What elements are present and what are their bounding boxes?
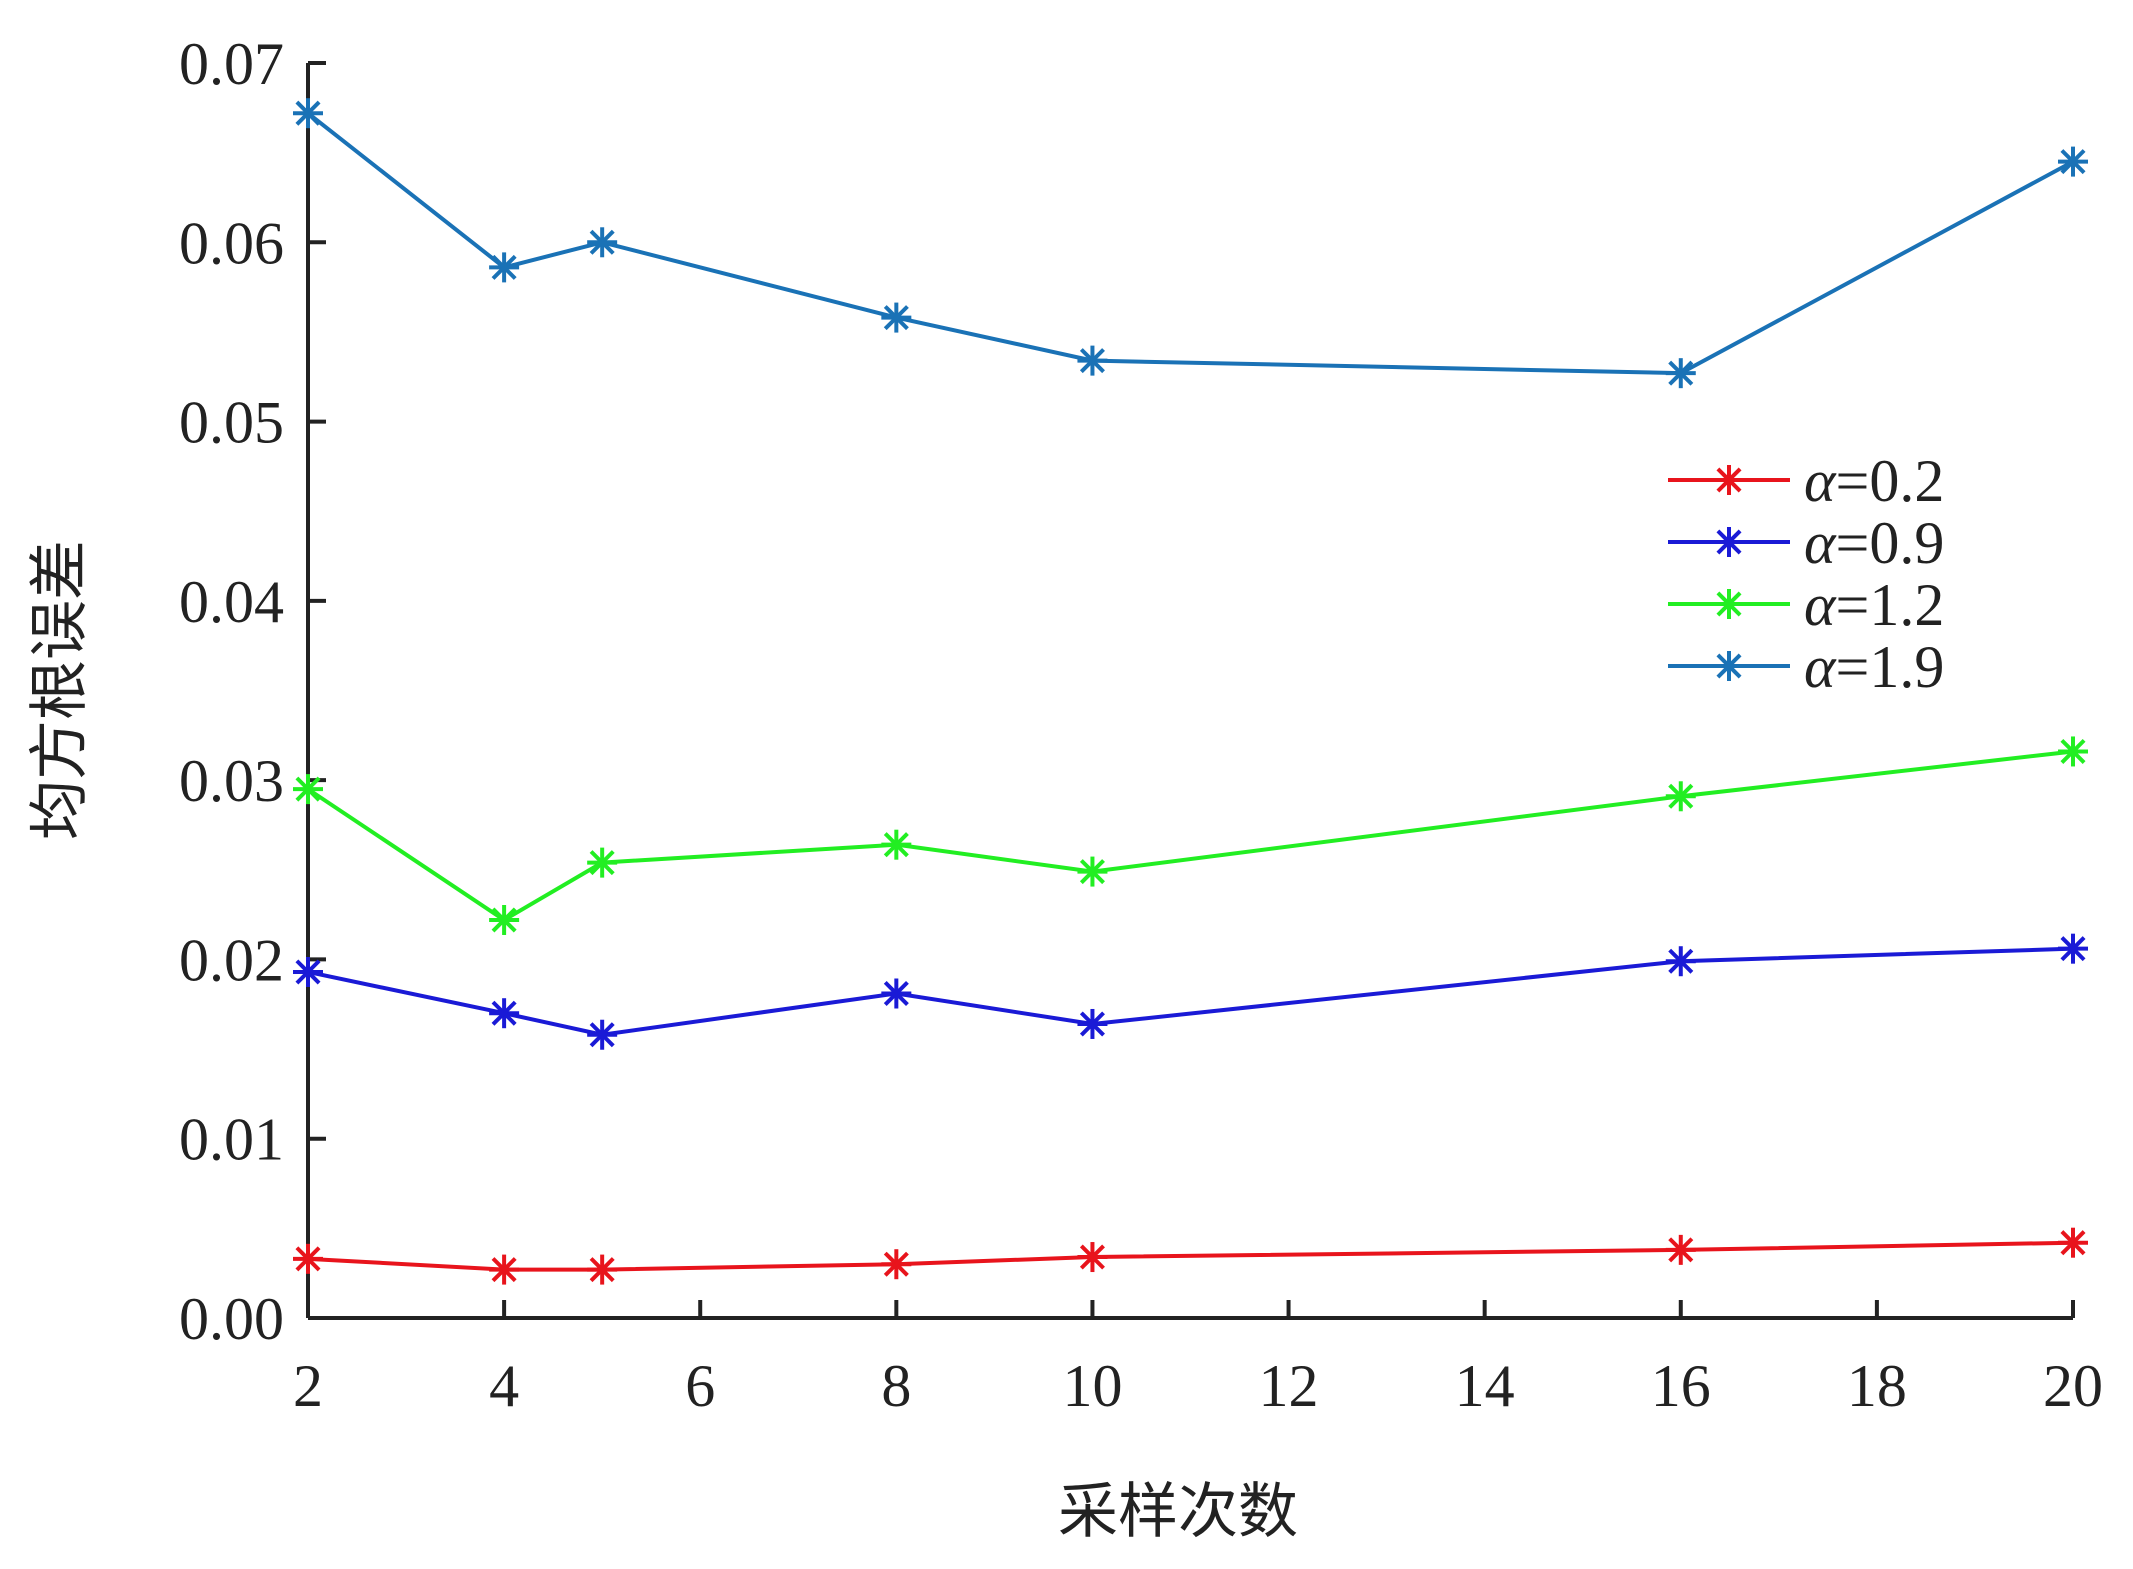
- data-point: [2058, 933, 2088, 964]
- legend-item: α=0.2: [1668, 448, 1944, 514]
- x-tick-label: 10: [1062, 1353, 1122, 1419]
- legend: α=0.2α=0.9α=1.2α=1.9: [1668, 448, 1944, 700]
- series-line: [306, 749, 2074, 923]
- x-tick-label: 6: [685, 1353, 715, 1419]
- data-point: [2058, 146, 2088, 177]
- data-point: [489, 998, 520, 1029]
- data-point: [587, 847, 618, 878]
- legend-marker: [1714, 589, 1744, 619]
- x-tick-label: 14: [1455, 1353, 1515, 1419]
- x-tick-label: 12: [1259, 1353, 1319, 1419]
- data-point: [293, 1243, 323, 1274]
- data-point: [1077, 856, 1108, 887]
- data-point: [881, 302, 912, 333]
- series-1: [293, 933, 2088, 1050]
- legend-label: α=0.2: [1804, 448, 1944, 514]
- x-tick-label: 18: [1847, 1353, 1907, 1419]
- x-tick-label: 4: [489, 1353, 519, 1419]
- x-tick-label: 20: [2043, 1353, 2103, 1419]
- x-axis-title: 采样次数: [1058, 1477, 1298, 1547]
- data-point: [1077, 1008, 1108, 1039]
- legend-item: α=1.9: [1668, 634, 1944, 700]
- x-tick-label: 8: [881, 1353, 911, 1419]
- data-point: [1665, 1234, 1696, 1265]
- y-tick-label: 0.04: [179, 569, 284, 635]
- data-point: [293, 774, 323, 805]
- legend-marker: [1714, 651, 1744, 681]
- data-point: [1665, 781, 1696, 812]
- legend-label: α=1.9: [1804, 634, 1944, 700]
- axes: [306, 61, 2075, 1320]
- y-tick-label: 0.06: [179, 210, 284, 276]
- data-point: [2058, 736, 2088, 767]
- x-tick-label: 16: [1651, 1353, 1711, 1419]
- data-point: [587, 1254, 618, 1285]
- legend-item: α=1.2: [1668, 572, 1944, 638]
- legend-marker: [1714, 527, 1744, 557]
- data-point: [881, 1249, 912, 1280]
- series-0: [293, 1227, 2088, 1285]
- legend-label: α=1.2: [1804, 572, 1944, 638]
- x-tick-label: 2: [293, 1353, 323, 1419]
- data-point: [1665, 358, 1696, 389]
- data-point: [1665, 946, 1696, 977]
- y-tick-label: 0.05: [179, 390, 284, 456]
- legend-marker: [1714, 465, 1744, 495]
- series-line: [307, 1240, 2074, 1272]
- legend-label: α=0.9: [1804, 510, 1944, 576]
- data-point: [1077, 345, 1108, 376]
- y-tick-label: 0.01: [179, 1107, 284, 1173]
- data-point: [293, 956, 323, 987]
- y-tick-label: 0.07: [179, 31, 284, 97]
- y-tick-label: 0.03: [179, 748, 284, 814]
- y-tick-label: 0.00: [179, 1286, 284, 1352]
- y-tick-labels: 0.00 0.01 0.02 0.03 0.04 0.05 0.06 0.07: [179, 31, 284, 1352]
- series-3: [293, 98, 2088, 389]
- series-2: [293, 736, 2088, 935]
- data-point: [489, 1254, 520, 1285]
- data-point: [587, 227, 618, 258]
- data-point: [587, 1019, 618, 1050]
- data-point: [1077, 1242, 1108, 1273]
- data-point: [881, 978, 912, 1009]
- legend-item: α=0.9: [1668, 510, 1944, 576]
- data-point: [293, 98, 323, 129]
- y-axis-title: 均方根误差: [25, 540, 95, 840]
- series-line: [307, 946, 2074, 1037]
- data-point: [881, 829, 912, 860]
- data-point: [489, 904, 520, 935]
- y-tick-label: 0.02: [179, 927, 284, 993]
- data-point: [2058, 1227, 2088, 1258]
- series: [293, 98, 2088, 1285]
- series-line: [306, 111, 2074, 376]
- x-tick-labels: 2 4 6 8 10 12 14 16 18 20: [293, 1353, 2103, 1419]
- data-point: [489, 252, 520, 283]
